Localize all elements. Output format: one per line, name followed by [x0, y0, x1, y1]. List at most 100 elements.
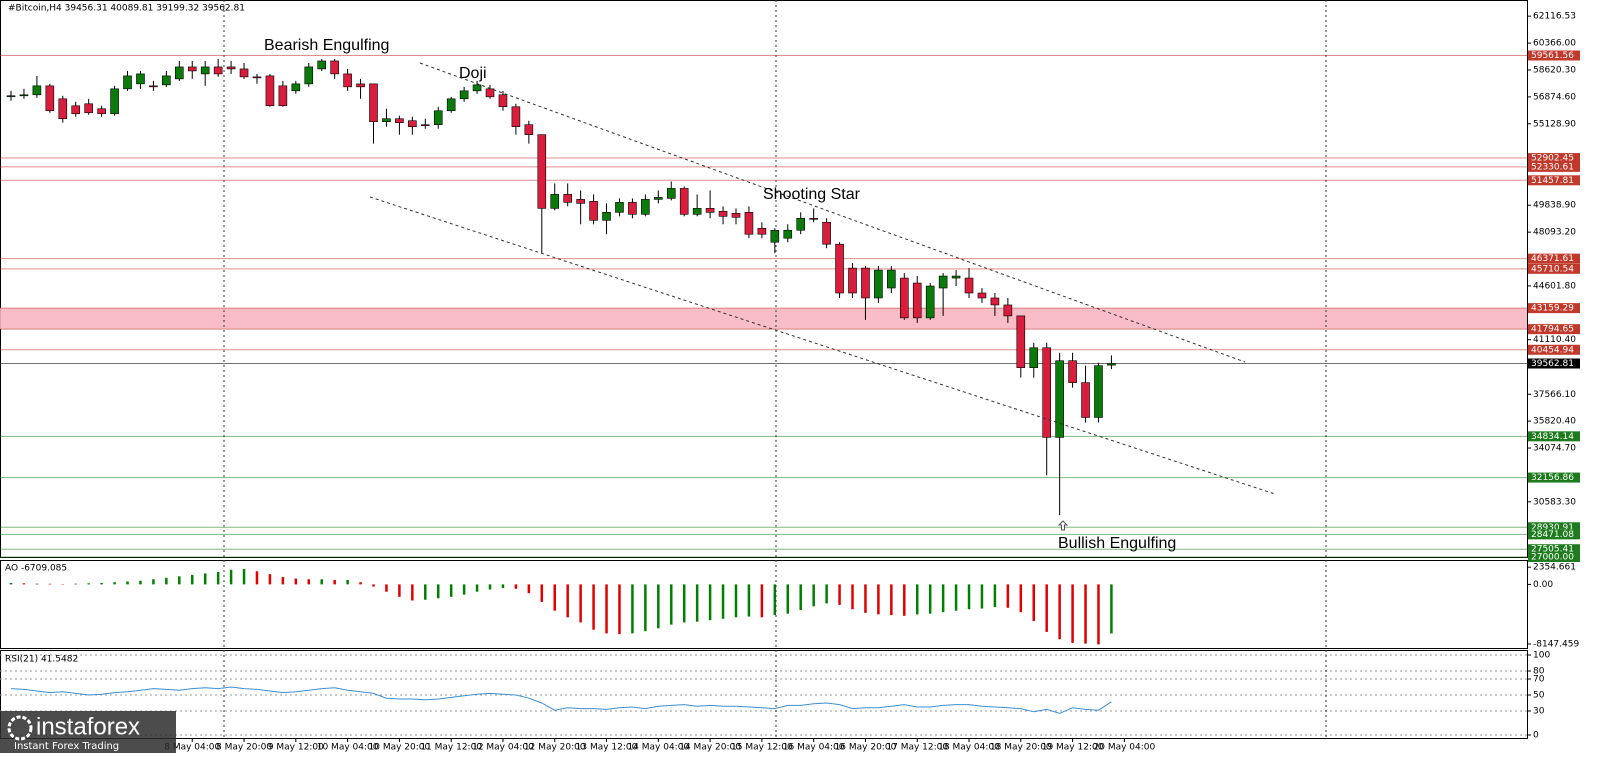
candle-body: [446, 98, 456, 112]
ao-bar: [838, 584, 841, 605]
ao-bar: [216, 571, 220, 585]
ao-bar: [618, 584, 621, 635]
candle-body: [550, 194, 560, 209]
ao-bar: [87, 583, 90, 585]
candle-body: [149, 85, 158, 88]
y-tick-label: 37566.10: [1533, 390, 1576, 400]
candle-body: [1094, 365, 1103, 418]
x-tick-label: 8 May 04:00: [164, 743, 220, 753]
y-tick-label: 44601.80: [1533, 281, 1576, 291]
x-tick-label: 16 May 20:00: [835, 743, 897, 753]
candle-body: [408, 120, 417, 127]
x-tick-label: 15 May 12:00: [731, 743, 793, 753]
ao-bar: [1097, 584, 1100, 645]
rsi-line: [10, 686, 1112, 714]
ao-bar: [268, 574, 272, 585]
candle-body: [420, 124, 430, 126]
x-tick-label: 20 May 04:00: [1094, 743, 1156, 753]
level-label-box: [1528, 161, 1580, 172]
candle-body: [679, 188, 689, 215]
candle-body: [485, 88, 495, 98]
ao-bar: [165, 577, 168, 585]
candle-body: [19, 94, 29, 97]
ao-bar: [178, 576, 181, 585]
candle-body: [382, 118, 391, 123]
ao-bar: [747, 584, 751, 617]
ao-bar: [281, 577, 285, 585]
ao-bar: [1032, 584, 1036, 621]
candle-body: [356, 83, 365, 88]
layer: 62116.53 60366.00 58620.30 56874.60 55128.90…: [0, 12, 1580, 753]
ao-bar: [320, 579, 323, 585]
ao-bar: [1019, 584, 1023, 613]
ao-bar: [242, 569, 246, 585]
level-label: 27000.00: [1531, 553, 1574, 563]
candle-body: [343, 73, 352, 88]
level-label: 52330.61: [1531, 162, 1574, 172]
logo-icon: [7, 715, 33, 741]
x-tick-label: 10 May 04:00: [317, 743, 379, 753]
level-label: 59561.56: [1531, 51, 1574, 61]
candle-body: [291, 83, 301, 92]
candle-body: [136, 73, 145, 85]
level-label: 28471.08: [1531, 530, 1574, 540]
candle-body: [964, 277, 974, 294]
ao-bar: [540, 584, 544, 602]
level-label-box: [1528, 50, 1580, 61]
candle-body: [84, 103, 93, 114]
y-tick-label: 50: [1533, 691, 1545, 701]
level-label: 27505.41: [1531, 545, 1574, 555]
ao-bar: [436, 584, 440, 599]
candle-body: [32, 85, 42, 96]
ao-bar: [890, 584, 893, 616]
candle-body: [628, 202, 637, 215]
ao-bar: [915, 584, 919, 615]
candle-body: [200, 66, 210, 75]
y-tick-label: 62116.53: [1533, 12, 1576, 22]
x-tick-label: 19 May 12:00: [1042, 743, 1104, 753]
candle-body: [330, 60, 339, 75]
ao-bar: [203, 573, 207, 585]
ao-bar: [191, 574, 194, 585]
candle-body: [433, 110, 443, 125]
level-label: 40454.94: [1531, 345, 1574, 355]
candle-body: [731, 213, 741, 218]
y-tick-label: 80: [1533, 667, 1545, 677]
candle-body: [912, 282, 922, 319]
candle-body: [692, 208, 702, 215]
ao-bar: [488, 584, 492, 590]
candle-body: [459, 90, 469, 100]
x-tick-label: 12 May 20:00: [524, 743, 586, 753]
annotation: Doji: [459, 65, 487, 82]
ao-bar: [877, 584, 880, 615]
candle-body: [1107, 363, 1116, 366]
candle-body: [97, 108, 106, 115]
candle-body: [252, 76, 262, 79]
ao-bar: [74, 583, 77, 585]
ao-bar: [993, 584, 997, 608]
level-label-box: [1528, 472, 1580, 483]
ao-bar: [1006, 584, 1010, 608]
level-label: 43159.29: [1531, 304, 1574, 314]
level-label-box: [1528, 358, 1580, 369]
ao-bar: [799, 584, 802, 610]
ao-bar: [294, 578, 298, 585]
candle-body: [822, 221, 831, 245]
header: #Bitcoin,H4 39456.31 40089.81 39199.32 3…: [8, 4, 245, 14]
candle-body: [990, 297, 1000, 306]
ao-bar: [398, 584, 401, 597]
candle-body: [213, 66, 223, 75]
candle-body: [796, 218, 806, 231]
level-label-box: [1528, 253, 1580, 264]
logo-box: [0, 711, 176, 753]
candle-body: [239, 68, 249, 78]
y-tick-label: 60366.00: [1533, 39, 1576, 49]
candle-body: [123, 75, 132, 90]
ao-bar: [851, 584, 854, 610]
ao-bar: [113, 582, 116, 585]
y-tick-label: 35820.40: [1533, 417, 1576, 427]
y-tick-label: 100: [1533, 651, 1550, 661]
candle-body: [718, 211, 728, 217]
level-label-box: [1528, 544, 1580, 555]
